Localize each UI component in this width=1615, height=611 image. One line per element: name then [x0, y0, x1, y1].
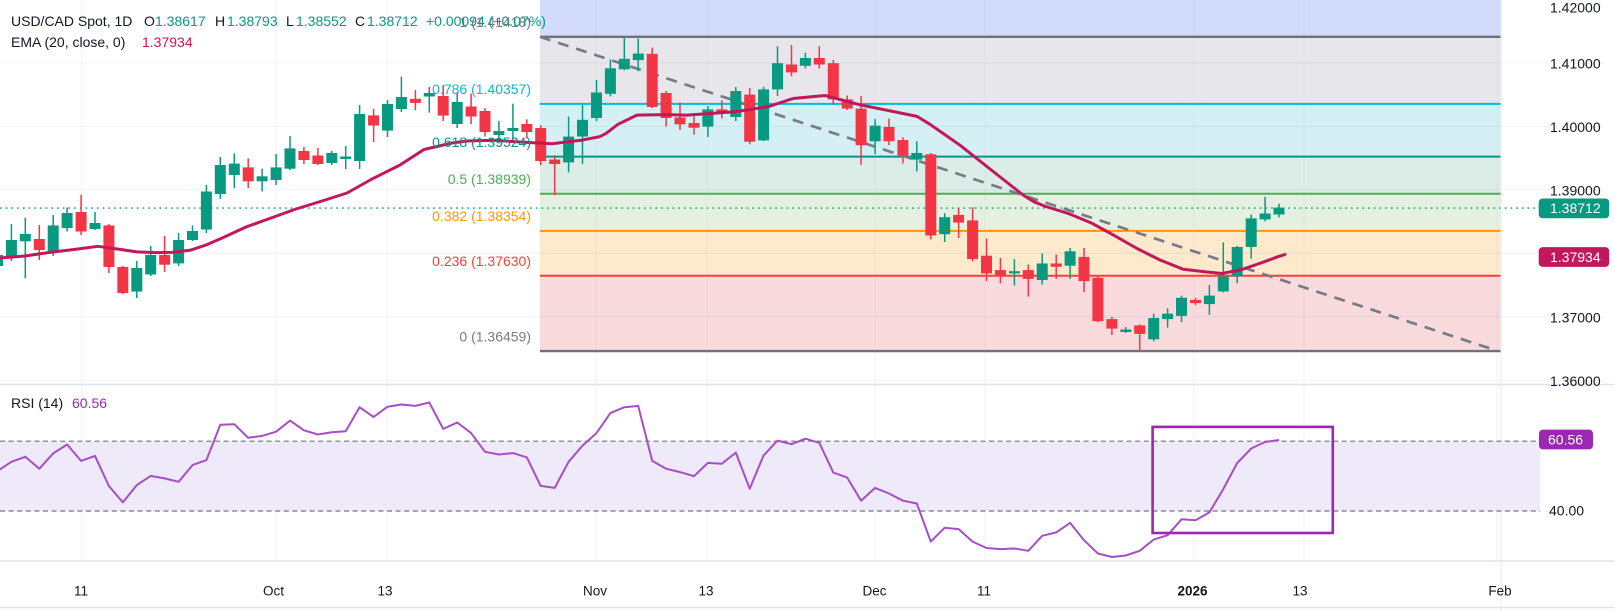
svg-text:1 (1.41418): 1 (1.41418): [459, 14, 531, 30]
svg-text:13: 13: [377, 584, 392, 599]
svg-text:1.37000: 1.37000: [1550, 310, 1601, 326]
svg-text:1.40000: 1.40000: [1550, 119, 1601, 135]
svg-text:1.37934: 1.37934: [142, 34, 193, 50]
svg-text:13: 13: [1292, 584, 1307, 599]
svg-text:0.382 (1.38354): 0.382 (1.38354): [432, 208, 531, 224]
svg-text:+0.00094 (+0.07%): +0.00094 (+0.07%): [426, 13, 546, 29]
svg-text:1.38552: 1.38552: [296, 13, 347, 29]
svg-text:2026: 2026: [1177, 584, 1208, 599]
svg-text:L: L: [286, 13, 294, 29]
svg-text:1.38617: 1.38617: [155, 13, 206, 29]
svg-text:11: 11: [74, 584, 88, 599]
svg-text:USD/CAD Spot, 1D: USD/CAD Spot, 1D: [11, 13, 132, 29]
svg-text:0.5 (1.38939): 0.5 (1.38939): [448, 171, 531, 187]
svg-text:C: C: [355, 13, 365, 29]
svg-text:Dec: Dec: [862, 584, 886, 599]
svg-text:60.56: 60.56: [1548, 431, 1583, 447]
svg-text:1.42000: 1.42000: [1550, 0, 1601, 16]
svg-text:1.38712: 1.38712: [367, 13, 418, 29]
svg-text:0.618 (1.39524): 0.618 (1.39524): [432, 134, 531, 150]
svg-text:11: 11: [977, 584, 991, 599]
svg-text:O: O: [144, 13, 155, 29]
svg-text:Feb: Feb: [1488, 584, 1511, 599]
svg-text:H: H: [215, 13, 225, 29]
svg-text:0.236 (1.37630): 0.236 (1.37630): [432, 253, 531, 269]
svg-text:1.37934: 1.37934: [1550, 249, 1601, 265]
svg-text:0 (1.36459): 0 (1.36459): [459, 328, 531, 344]
svg-text:Nov: Nov: [583, 584, 607, 599]
svg-text:1.41000: 1.41000: [1550, 56, 1601, 72]
svg-text:Oct: Oct: [263, 584, 284, 599]
svg-text:13: 13: [698, 584, 713, 599]
svg-text:40.00: 40.00: [1549, 503, 1584, 519]
svg-text:60.56: 60.56: [72, 395, 107, 411]
svg-text:1.38712: 1.38712: [1550, 200, 1601, 216]
svg-text:1.36000: 1.36000: [1550, 373, 1601, 389]
svg-text:RSI (14): RSI (14): [11, 395, 63, 411]
svg-text:EMA (20, close, 0): EMA (20, close, 0): [11, 34, 125, 50]
svg-text:0.786 (1.40357): 0.786 (1.40357): [432, 81, 531, 97]
svg-text:1.38793: 1.38793: [227, 13, 278, 29]
svg-text:1.39000: 1.39000: [1550, 183, 1601, 199]
